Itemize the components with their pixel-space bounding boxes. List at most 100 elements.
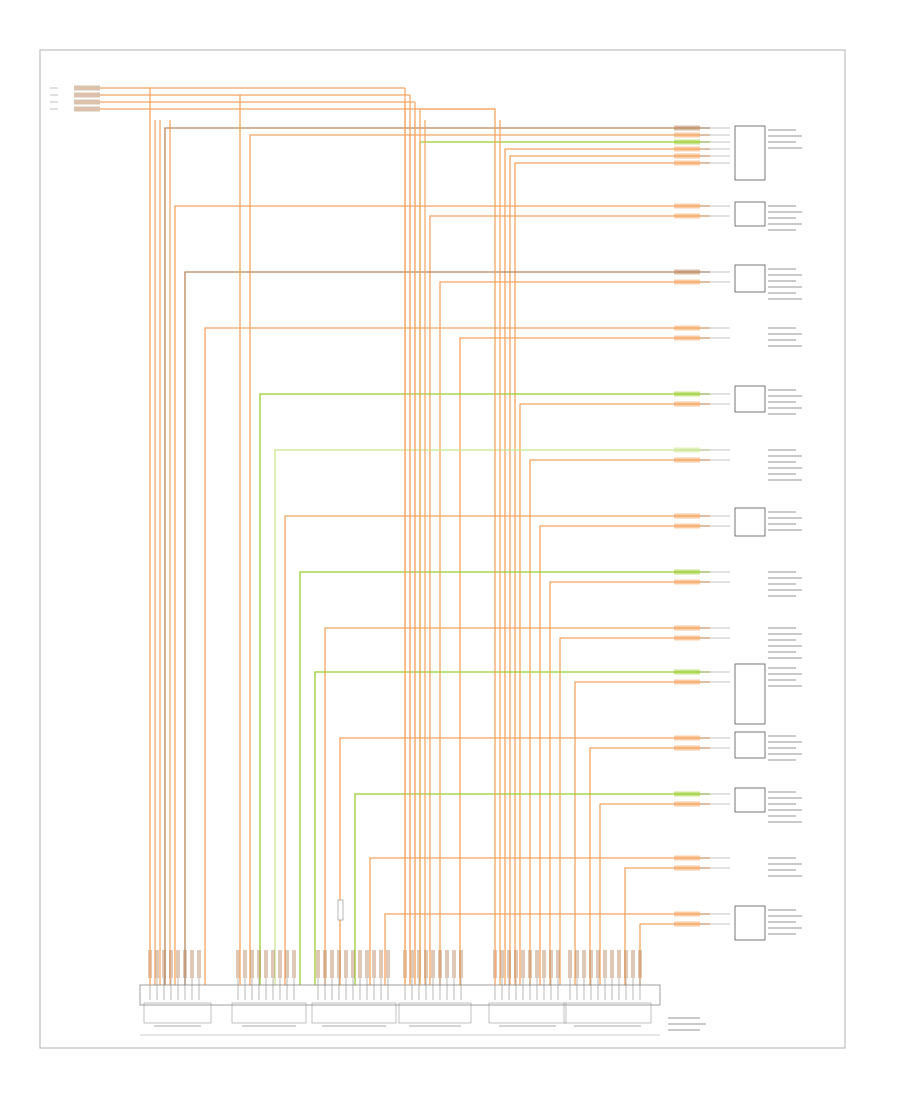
wire bbox=[204, 327, 710, 985]
component-box bbox=[734, 201, 766, 227]
connector-pin-tag bbox=[323, 950, 327, 978]
wire-tag bbox=[674, 625, 700, 631]
connector-housing bbox=[143, 1002, 212, 1024]
wire-group-6 bbox=[274, 447, 730, 985]
connector-pin-tag bbox=[410, 950, 414, 978]
connector-housing bbox=[311, 1002, 397, 1024]
power-feed-4 bbox=[50, 106, 496, 985]
wire bbox=[559, 637, 710, 985]
connector-housing bbox=[398, 1002, 472, 1024]
connector-pin-tag bbox=[155, 950, 159, 978]
wire-tag bbox=[674, 203, 700, 209]
connector-pin-tag bbox=[351, 950, 355, 978]
connector-housing bbox=[563, 1002, 652, 1024]
component-box bbox=[734, 507, 766, 537]
wire-layer bbox=[154, 120, 730, 985]
connector-pin-tag bbox=[243, 950, 247, 978]
wire-group-12 bbox=[354, 791, 730, 985]
wire bbox=[439, 281, 710, 985]
wire-tag bbox=[674, 579, 700, 585]
connector-pin-tag bbox=[365, 950, 369, 978]
power-feed-1 bbox=[50, 85, 406, 985]
connector-pin-tag bbox=[528, 950, 532, 978]
connector-pin-tag bbox=[459, 950, 463, 978]
connector-pin-tag bbox=[358, 950, 362, 978]
wire bbox=[174, 205, 710, 985]
wire-tag bbox=[674, 911, 700, 917]
connector-group-5 bbox=[488, 950, 567, 1027]
feed-tag bbox=[74, 99, 100, 105]
wire bbox=[639, 923, 710, 985]
connector-pin-tag bbox=[603, 950, 607, 978]
connector-pin-tag bbox=[417, 950, 421, 978]
connector-pin-tag bbox=[507, 950, 511, 978]
control-module bbox=[139, 899, 706, 1036]
wire bbox=[514, 162, 710, 985]
connector-pin-tag bbox=[521, 950, 525, 978]
feed-tag bbox=[74, 106, 100, 112]
connector-pin-tag bbox=[257, 950, 261, 978]
connector-pin-tag bbox=[610, 950, 614, 978]
connector-pin-tag bbox=[162, 950, 166, 978]
connector-pin-tag bbox=[535, 950, 539, 978]
connector-pin-tag bbox=[582, 950, 586, 978]
connector-pin-tag bbox=[575, 950, 579, 978]
connector-pin-tag bbox=[438, 950, 442, 978]
feed-wire bbox=[100, 108, 496, 985]
wire-group-7 bbox=[284, 513, 730, 985]
connector-pin-tag bbox=[316, 950, 320, 978]
connector-pin-tag bbox=[278, 950, 282, 978]
wire bbox=[369, 857, 710, 985]
wire-tag bbox=[674, 513, 700, 519]
connector-pin-tag bbox=[596, 950, 600, 978]
wire-group-5 bbox=[259, 391, 730, 985]
component-box bbox=[734, 731, 766, 759]
wire-tag bbox=[674, 865, 700, 871]
connector-pin-tag bbox=[236, 950, 240, 978]
wire bbox=[539, 525, 710, 985]
component-box bbox=[734, 905, 766, 941]
connector-group-6 bbox=[563, 950, 652, 1027]
connector-pin-tag bbox=[379, 950, 383, 978]
wire-tag bbox=[674, 855, 700, 861]
wire-tag bbox=[674, 635, 700, 641]
wire bbox=[324, 627, 710, 985]
connector-pin-tag bbox=[542, 950, 546, 978]
wire bbox=[599, 803, 710, 985]
wire-tag bbox=[674, 160, 700, 166]
component-box bbox=[734, 663, 766, 725]
wire-group-1 bbox=[164, 125, 730, 985]
wire-tag bbox=[674, 269, 700, 275]
connector-housing bbox=[231, 1002, 307, 1024]
wire-tag bbox=[674, 801, 700, 807]
wire bbox=[164, 127, 710, 985]
connector-pin-tag bbox=[424, 950, 428, 978]
wire bbox=[509, 155, 710, 985]
connector-pin-tag bbox=[183, 950, 187, 978]
power-feed-3 bbox=[50, 99, 416, 985]
module-body bbox=[139, 984, 661, 1006]
wire bbox=[574, 681, 710, 985]
wire bbox=[519, 403, 710, 985]
wire-tag bbox=[674, 213, 700, 219]
connector-group-2 bbox=[231, 950, 307, 1027]
wire bbox=[384, 913, 710, 985]
component-box bbox=[734, 787, 766, 813]
connector-pin-tag bbox=[250, 950, 254, 978]
connector-pin-tag bbox=[386, 950, 390, 978]
component-box bbox=[734, 125, 766, 181]
wire bbox=[549, 581, 710, 985]
wire bbox=[429, 215, 710, 985]
connector-pin-tag bbox=[197, 950, 201, 978]
wire-tag bbox=[674, 745, 700, 751]
wire bbox=[354, 793, 710, 985]
wire bbox=[184, 271, 710, 985]
wire bbox=[589, 747, 710, 985]
connector-pin-tag bbox=[372, 950, 376, 978]
wire-tag bbox=[674, 325, 700, 331]
wire-tag bbox=[674, 669, 700, 675]
connector-pin-tag bbox=[292, 950, 296, 978]
feed-wire bbox=[100, 87, 151, 985]
connector-pin-tag bbox=[330, 950, 334, 978]
